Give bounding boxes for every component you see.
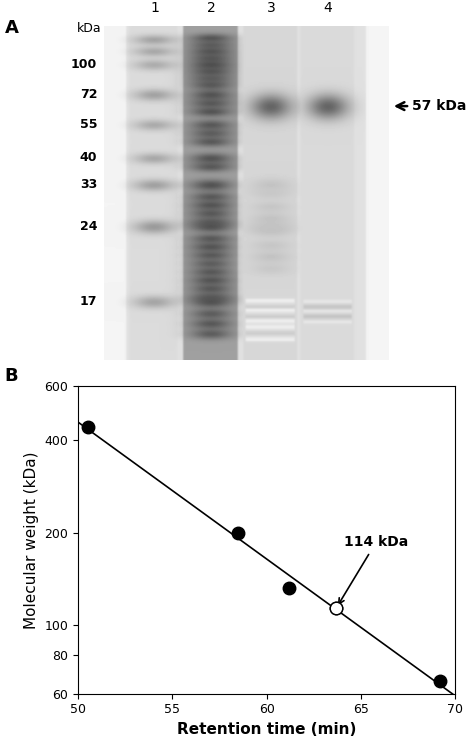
Text: B: B — [5, 367, 18, 385]
Text: 3: 3 — [267, 1, 275, 15]
Text: 2: 2 — [207, 1, 216, 15]
Text: 55: 55 — [80, 118, 97, 131]
Y-axis label: Molecular weight (kDa): Molecular weight (kDa) — [24, 451, 39, 628]
Text: 72: 72 — [80, 88, 97, 101]
Text: 100: 100 — [71, 58, 97, 71]
Text: 40: 40 — [80, 151, 97, 165]
Text: 33: 33 — [80, 178, 97, 191]
X-axis label: Retention time (min): Retention time (min) — [177, 722, 356, 737]
Text: 114 kDa: 114 kDa — [339, 535, 408, 604]
Text: A: A — [5, 19, 18, 36]
Text: 4: 4 — [324, 1, 332, 15]
Text: 24: 24 — [80, 220, 97, 233]
Text: 57 kDa: 57 kDa — [412, 99, 467, 113]
Text: 17: 17 — [80, 295, 97, 308]
Text: kDa: kDa — [77, 22, 102, 36]
Text: 1: 1 — [150, 1, 159, 15]
